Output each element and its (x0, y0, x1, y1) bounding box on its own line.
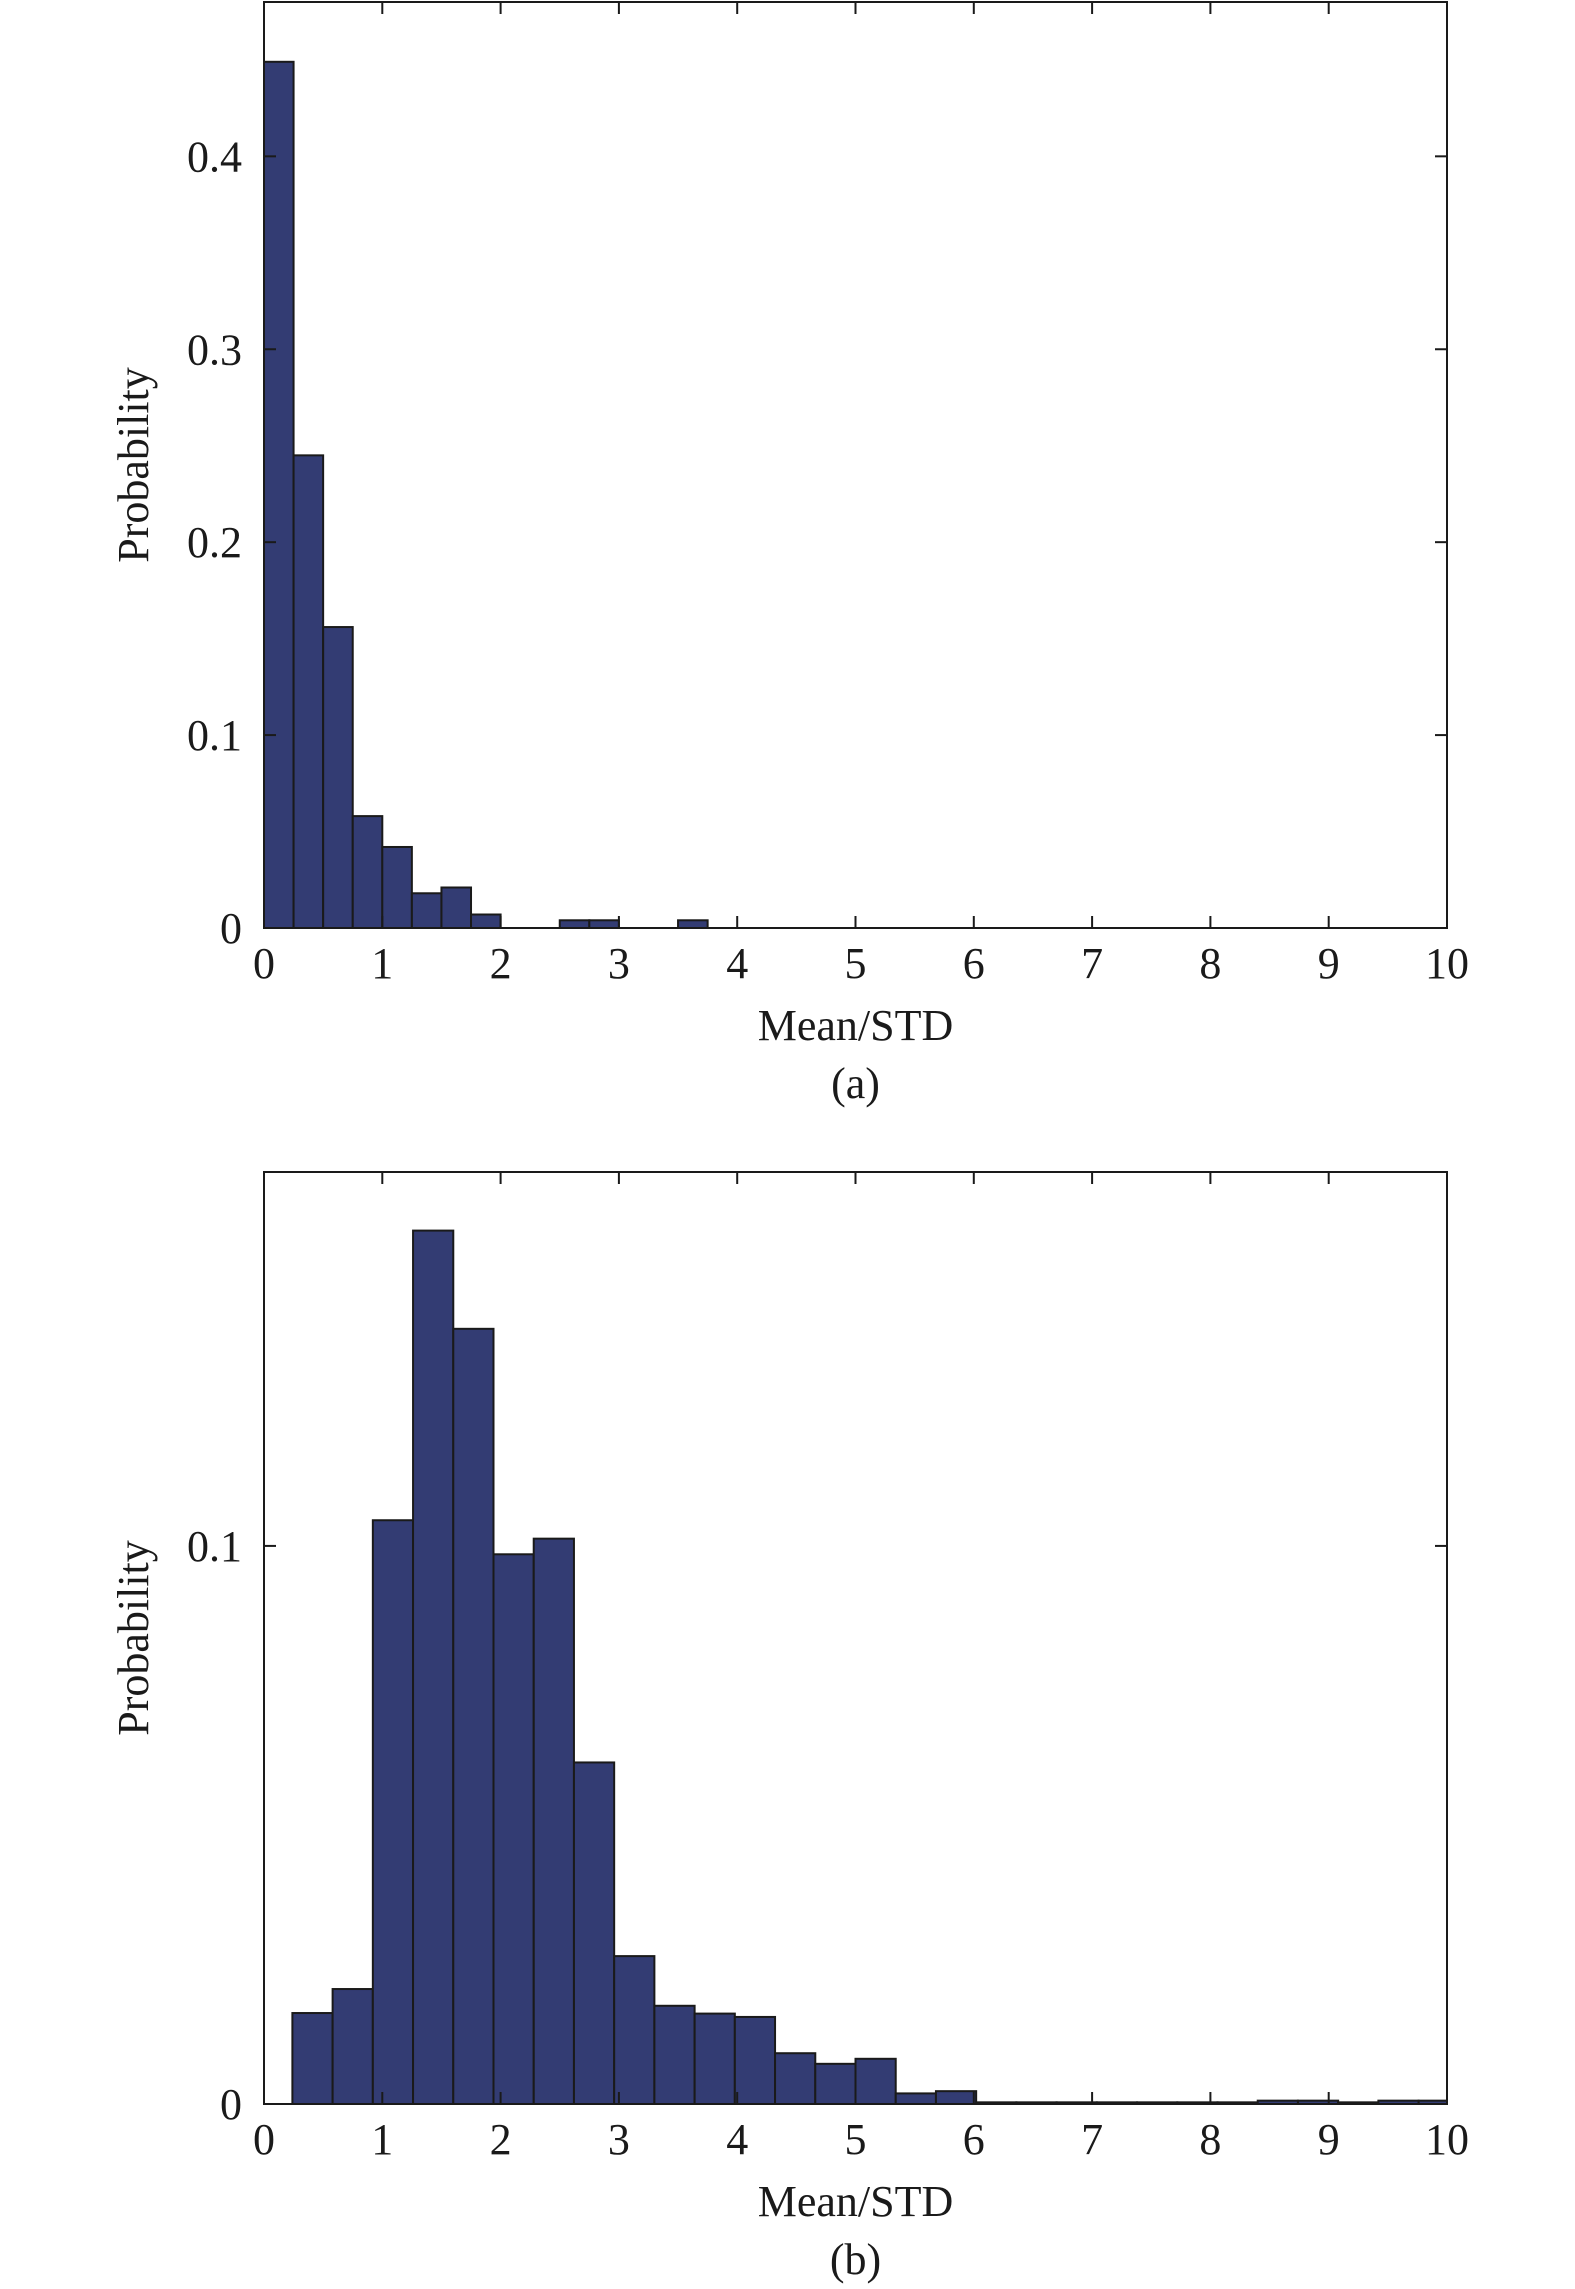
x-tick-label: 3 (608, 2115, 630, 2164)
histogram-bar (381, 845, 413, 929)
histogram-bar (412, 1229, 455, 2105)
y-tick-label: 0.1 (187, 1522, 242, 1571)
histogram-bar (613, 1955, 656, 2105)
histogram-bar (452, 1327, 495, 2105)
y-tick-label: 0.2 (187, 518, 242, 567)
histogram-bar (854, 2057, 897, 2106)
bars-a (263, 60, 709, 930)
x-tick-label: 10 (1425, 2115, 1469, 2164)
histogram-bar (558, 919, 591, 930)
x-tick-label: 4 (726, 2115, 748, 2164)
histogram-bar (371, 1519, 415, 2105)
histogram-bar (263, 60, 295, 930)
panel-label-a: (a) (831, 1059, 880, 1108)
x-tick-label: 7 (1081, 2115, 1103, 2164)
histogram-bar (410, 892, 443, 930)
x-tick-label: 3 (608, 939, 630, 988)
histogram-bar (532, 1537, 575, 2106)
histogram-bar (693, 2012, 736, 2105)
x-tick-label: 7 (1081, 939, 1103, 988)
histogram-bar (292, 454, 325, 929)
x-tick-label: 10 (1425, 939, 1469, 988)
y-axis-label-b: Probability (109, 1540, 158, 1736)
panel-label-b: (b) (830, 2235, 881, 2284)
histogram-bar (677, 919, 709, 930)
histogram-panel-a: 0 1 2 3 4 5 6 7 8 9 10 0 0.1 0.2 0.3 0.4 Mean/STD Proba… (109, 1, 1469, 1108)
y-tick-label: 0.1 (187, 711, 242, 760)
histogram-bar (351, 815, 384, 929)
histogram-bar (814, 2062, 857, 2106)
x-tick-label: 8 (1199, 2115, 1221, 2164)
x-axis-label-b: Mean/STD (758, 2177, 954, 2226)
bars-b (291, 1229, 1448, 2106)
histogram-bar (774, 2052, 817, 2105)
axes-frame-a (263, 1, 1448, 929)
histogram-bar (440, 886, 473, 929)
y-axis-label-a: Probability (109, 367, 158, 563)
x-tick-label: 6 (963, 939, 985, 988)
histogram-bar (492, 1553, 535, 2106)
x-tick-label: 4 (726, 939, 748, 988)
ticks-a: 0 1 2 3 4 5 6 7 8 9 10 0 0.1 0.2 0.3 0.4 (187, 2, 1469, 988)
x-tick-label: 5 (845, 2115, 867, 2164)
x-tick-label: 9 (1318, 939, 1340, 988)
x-tick-label: 1 (371, 2115, 393, 2164)
x-tick-label: 0 (253, 2115, 275, 2164)
histogram-bar (653, 2004, 696, 2106)
histogram-bar (572, 1761, 616, 2105)
y-tick-label: 0.4 (187, 132, 242, 181)
histogram-bar (894, 2092, 937, 2105)
x-axis-label-a: Mean/STD (758, 1001, 954, 1050)
x-tick-label: 0 (253, 939, 275, 988)
y-tick-label: 0.3 (187, 325, 242, 374)
histogram-bar (588, 919, 620, 930)
x-tick-label: 5 (845, 939, 867, 988)
histogram-bar (470, 913, 502, 929)
histogram-bar (934, 2090, 978, 2105)
x-tick-label: 1 (371, 939, 393, 988)
y-tick-label: 0 (220, 904, 242, 953)
histogram-panel-b: 0 1 2 3 4 5 6 7 8 9 10 0 0.1 Mean/STD Probability (b… (109, 1171, 1469, 2284)
x-tick-label: 2 (490, 2115, 512, 2164)
ticks-b: 0 1 2 3 4 5 6 7 8 9 10 0 0.1 (187, 1172, 1469, 2164)
x-tick-label: 8 (1199, 939, 1221, 988)
y-tick-label: 0 (220, 2080, 242, 2129)
histogram-bar (322, 626, 354, 929)
histogram-bar (733, 2015, 777, 2105)
histogram-bar (331, 1988, 374, 2106)
x-tick-label: 9 (1318, 2115, 1340, 2164)
histogram-bar (291, 2012, 334, 2106)
x-tick-label: 2 (490, 939, 512, 988)
x-tick-label: 6 (963, 2115, 985, 2164)
